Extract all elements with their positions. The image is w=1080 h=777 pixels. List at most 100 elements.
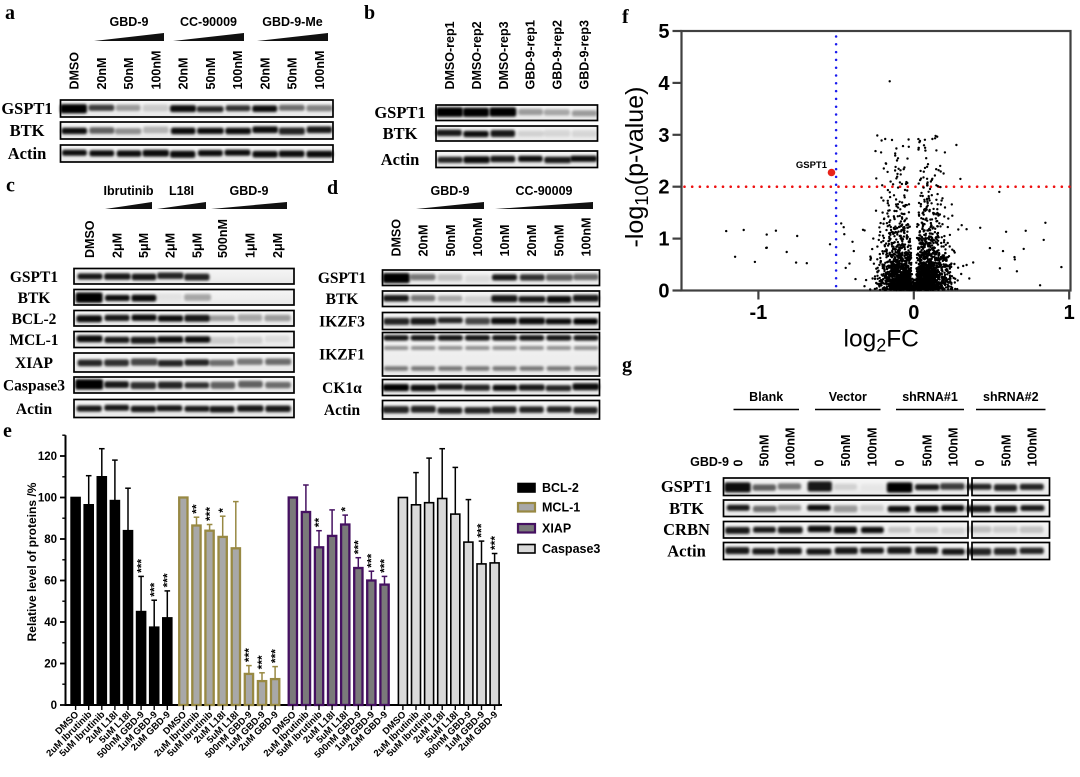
svg-text:20nM: 20nM	[525, 225, 539, 257]
svg-text:20nM: 20nM	[177, 58, 191, 90]
svg-text:GSPT1: GSPT1	[374, 103, 425, 122]
svg-text:50nM: 50nM	[758, 435, 772, 467]
svg-text:f: f	[622, 6, 629, 28]
svg-text:10nM: 10nM	[498, 225, 512, 257]
svg-text:100nM: 100nM	[231, 51, 245, 90]
svg-text:20nM: 20nM	[417, 225, 431, 257]
svg-text:L18I: L18I	[169, 184, 194, 198]
svg-text:GBD-9-Me: GBD-9-Me	[262, 15, 322, 29]
svg-text:100nM: 100nM	[783, 428, 797, 467]
svg-text:4: 4	[658, 73, 670, 95]
svg-text:e: e	[3, 420, 12, 442]
svg-text:0: 0	[813, 460, 827, 467]
svg-text:50nM: 50nM	[999, 435, 1013, 467]
svg-text:GSPT1: GSPT1	[796, 160, 828, 171]
svg-text:5μM: 5μM	[191, 233, 205, 258]
svg-text:XIAP: XIAP	[15, 355, 53, 372]
svg-text:50nM: 50nM	[552, 225, 566, 257]
svg-text:MCL-1: MCL-1	[542, 500, 580, 514]
svg-text:DMSO-rep2: DMSO-rep2	[470, 21, 484, 89]
svg-text:Vector: Vector	[829, 390, 867, 404]
svg-text:GSPT1: GSPT1	[1, 99, 52, 118]
svg-text:CK1α: CK1α	[322, 380, 362, 397]
svg-text:100nM: 100nM	[149, 51, 163, 90]
svg-text:Actin: Actin	[16, 401, 53, 418]
svg-text:5: 5	[658, 21, 669, 43]
svg-text:BTK: BTK	[326, 291, 359, 308]
svg-text:*: *	[338, 507, 352, 512]
svg-text:50nM: 50nM	[286, 58, 300, 90]
svg-text:GBD-9: GBD-9	[230, 184, 269, 198]
svg-text:BTK: BTK	[10, 121, 45, 140]
svg-text:Relative level of proteins /%: Relative level of proteins /%	[25, 482, 39, 641]
svg-text:50nM: 50nM	[839, 435, 853, 467]
svg-text:DMSO: DMSO	[68, 52, 82, 90]
svg-text:-1: -1	[750, 302, 768, 324]
svg-text:DMSO: DMSO	[83, 220, 97, 258]
svg-text:d: d	[327, 177, 338, 199]
svg-text:40: 40	[44, 617, 57, 629]
svg-text:shRNA#1: shRNA#1	[902, 390, 958, 404]
svg-text:IKZF1: IKZF1	[319, 347, 365, 364]
svg-text:GSPT1: GSPT1	[318, 270, 366, 287]
svg-text:Caspase3: Caspase3	[3, 378, 65, 395]
svg-text:GBD-9: GBD-9	[431, 184, 470, 198]
svg-text:GBD-9-rep3: GBD-9-rep3	[578, 20, 592, 90]
svg-text:Actin: Actin	[8, 144, 47, 163]
svg-text:BCL-2: BCL-2	[12, 311, 57, 328]
svg-text:***: ***	[203, 507, 217, 521]
svg-text:0: 0	[893, 460, 907, 467]
svg-text:GSPT1: GSPT1	[10, 269, 58, 286]
svg-text:60: 60	[44, 576, 57, 588]
svg-text:**: **	[312, 518, 326, 528]
svg-text:BCL-2: BCL-2	[542, 481, 579, 495]
svg-text:MCL-1: MCL-1	[9, 332, 58, 349]
svg-text:XIAP: XIAP	[542, 521, 571, 535]
svg-text:2μM: 2μM	[164, 233, 178, 258]
svg-text:Ibrutinib: Ibrutinib	[104, 184, 154, 198]
svg-text:50nM: 50nM	[444, 225, 458, 257]
svg-text:***: ***	[352, 540, 366, 554]
svg-text:***: ***	[147, 582, 161, 596]
svg-text:b: b	[364, 2, 375, 24]
svg-text:120: 120	[38, 451, 57, 463]
svg-text:Caspase3: Caspase3	[542, 542, 600, 556]
svg-text:100nM: 100nM	[471, 218, 485, 257]
svg-text:2: 2	[658, 177, 669, 199]
svg-text:1: 1	[1064, 302, 1075, 324]
svg-text:IKZF3: IKZF3	[319, 314, 365, 331]
svg-text:0: 0	[908, 302, 919, 324]
svg-text:***: ***	[268, 649, 282, 663]
svg-text:DMSO-rep3: DMSO-rep3	[497, 21, 511, 89]
svg-text:shRNA#2: shRNA#2	[983, 390, 1039, 404]
svg-text:BTK: BTK	[18, 290, 51, 307]
svg-text:***: ***	[488, 536, 502, 550]
svg-text:***: ***	[378, 559, 392, 573]
svg-text:50nM: 50nM	[122, 58, 136, 90]
svg-text:CC-90009: CC-90009	[180, 15, 237, 29]
svg-text:***: ***	[475, 523, 489, 537]
svg-text:1μM: 1μM	[244, 233, 258, 258]
svg-text:0: 0	[973, 460, 987, 467]
svg-text:500nM: 500nM	[216, 219, 230, 258]
svg-text:CRBN: CRBN	[663, 520, 710, 539]
svg-text:80: 80	[44, 534, 57, 546]
svg-text:***: ***	[255, 655, 269, 669]
svg-text:Actin: Actin	[381, 150, 420, 169]
svg-text:a: a	[5, 2, 15, 24]
svg-text:2μM: 2μM	[271, 233, 285, 258]
svg-text:0: 0	[731, 460, 745, 467]
svg-text:GBD-9-rep2: GBD-9-rep2	[551, 20, 565, 90]
svg-text:DMSO: DMSO	[390, 219, 404, 257]
svg-text:***: ***	[242, 648, 256, 662]
svg-text:BTK: BTK	[669, 499, 704, 518]
svg-text:5μM: 5μM	[137, 233, 151, 258]
svg-text:*: *	[216, 508, 230, 513]
svg-text:2μM: 2μM	[111, 233, 125, 258]
svg-text:100nM: 100nM	[1025, 428, 1039, 467]
svg-text:**: **	[190, 504, 204, 514]
svg-text:0: 0	[658, 281, 669, 303]
svg-text:***: ***	[134, 559, 148, 573]
svg-text:GBD-9: GBD-9	[110, 15, 149, 29]
svg-text:100: 100	[38, 493, 57, 505]
